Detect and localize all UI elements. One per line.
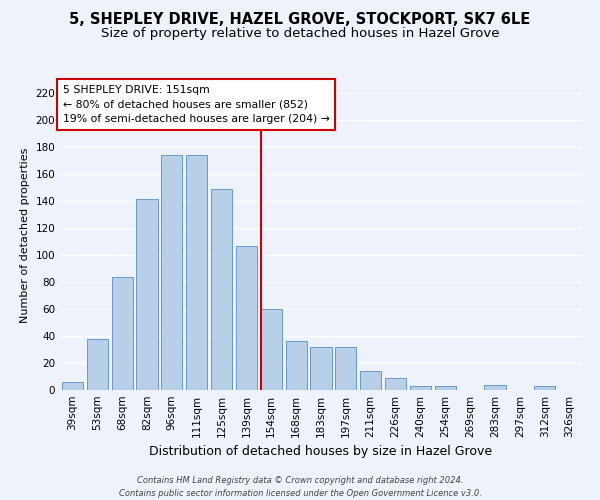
Bar	[62, 382, 83, 390]
Y-axis label: Number of detached properties: Number of detached properties	[20, 148, 30, 322]
Text: 5, SHEPLEY DRIVE, HAZEL GROVE, STOCKPORT, SK7 6LE: 5, SHEPLEY DRIVE, HAZEL GROVE, STOCKPORT…	[70, 12, 530, 28]
Bar	[136, 198, 158, 390]
Bar	[236, 246, 257, 390]
Bar	[261, 309, 282, 390]
Bar	[435, 386, 456, 390]
Bar	[484, 384, 506, 390]
Bar	[385, 378, 406, 390]
Bar	[534, 386, 555, 390]
Bar	[360, 371, 381, 390]
Bar	[186, 156, 207, 390]
Bar	[286, 342, 307, 390]
Bar	[112, 277, 133, 390]
Bar	[310, 347, 332, 390]
Bar	[211, 189, 232, 390]
Bar	[161, 156, 182, 390]
Bar	[87, 339, 108, 390]
X-axis label: Distribution of detached houses by size in Hazel Grove: Distribution of detached houses by size …	[149, 446, 493, 458]
Text: Size of property relative to detached houses in Hazel Grove: Size of property relative to detached ho…	[101, 28, 499, 40]
Bar	[335, 347, 356, 390]
Text: 5 SHEPLEY DRIVE: 151sqm
← 80% of detached houses are smaller (852)
19% of semi-d: 5 SHEPLEY DRIVE: 151sqm ← 80% of detache…	[62, 84, 329, 124]
Text: Contains HM Land Registry data © Crown copyright and database right 2024.
Contai: Contains HM Land Registry data © Crown c…	[119, 476, 481, 498]
Bar	[410, 386, 431, 390]
